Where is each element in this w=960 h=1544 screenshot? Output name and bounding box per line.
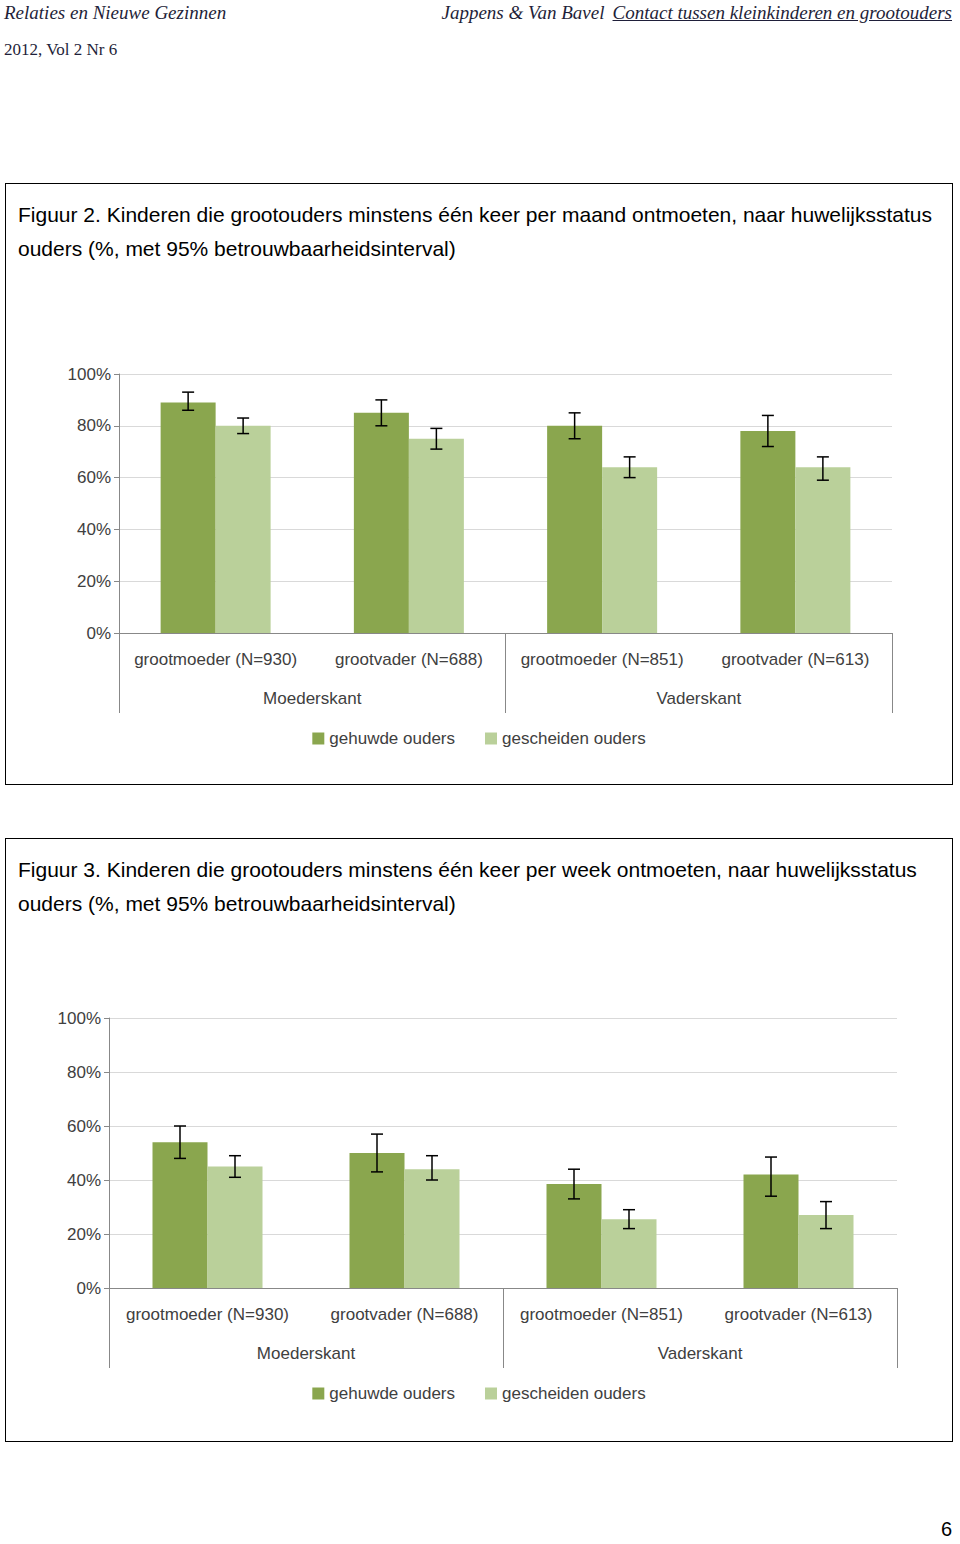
svg-text:20%: 20% xyxy=(77,572,111,591)
svg-text:100%: 100% xyxy=(58,1009,101,1028)
html-text:2012, Vol 2 Nr 6: 2012, Vol 2 Nr 6 xyxy=(4,40,118,59)
html-text:Figuur 3. Kinderen die grootou: Figuur 3. Kinderen die grootouders minst… xyxy=(18,858,917,915)
svg-text:gescheiden ouders: gescheiden ouders xyxy=(502,729,646,748)
svg-text:gehuwde ouders: gehuwde ouders xyxy=(329,1384,455,1403)
svg-text:0%: 0% xyxy=(86,624,111,643)
html-text:Figuur 2. Kinderen die grootou: Figuur 2. Kinderen die grootouders minst… xyxy=(18,203,932,260)
html-text:6: 6 xyxy=(940,1518,952,1540)
svg-text:grootmoeder (N=930): grootmoeder (N=930) xyxy=(126,1305,289,1324)
svg-text:grootvader (N=688): grootvader (N=688) xyxy=(335,650,483,669)
svg-text:grootmoeder (N=930): grootmoeder (N=930) xyxy=(134,650,297,669)
svg-text:60%: 60% xyxy=(77,468,111,487)
svg-text:80%: 80% xyxy=(77,416,111,435)
svg-text:100%: 100% xyxy=(68,365,111,384)
svg-text:0%: 0% xyxy=(76,1279,101,1298)
html-text:Relaties en Nieuwe Gezinnen: Relaties en Nieuwe Gezinnen xyxy=(4,2,227,23)
svg-text:60%: 60% xyxy=(67,1117,101,1136)
svg-text:Vaderskant: Vaderskant xyxy=(656,689,741,708)
svg-text:80%: 80% xyxy=(67,1063,101,1082)
svg-text:grootvader (N=688): grootvader (N=688) xyxy=(331,1305,479,1324)
svg-text:Moederskant: Moederskant xyxy=(257,1344,356,1363)
svg-text:gescheiden ouders: gescheiden ouders xyxy=(502,1384,646,1403)
html-text:Jappens & Van Bavel Contact tu: Jappens & Van Bavel Contact tussen klein… xyxy=(441,2,952,23)
svg-text:gehuwde ouders: gehuwde ouders xyxy=(329,729,455,748)
svg-text:grootmoeder (N=851): grootmoeder (N=851) xyxy=(521,650,684,669)
svg-text:grootmoeder (N=851): grootmoeder (N=851) xyxy=(520,1305,683,1324)
svg-text:Vaderskant: Vaderskant xyxy=(658,1344,743,1363)
svg-text:grootvader (N=613): grootvader (N=613) xyxy=(721,650,869,669)
svg-text:40%: 40% xyxy=(77,520,111,539)
svg-text:40%: 40% xyxy=(67,1171,101,1190)
svg-text:Moederskant: Moederskant xyxy=(263,689,362,708)
svg-text:20%: 20% xyxy=(67,1225,101,1244)
svg-text:grootvader (N=613): grootvader (N=613) xyxy=(725,1305,873,1324)
